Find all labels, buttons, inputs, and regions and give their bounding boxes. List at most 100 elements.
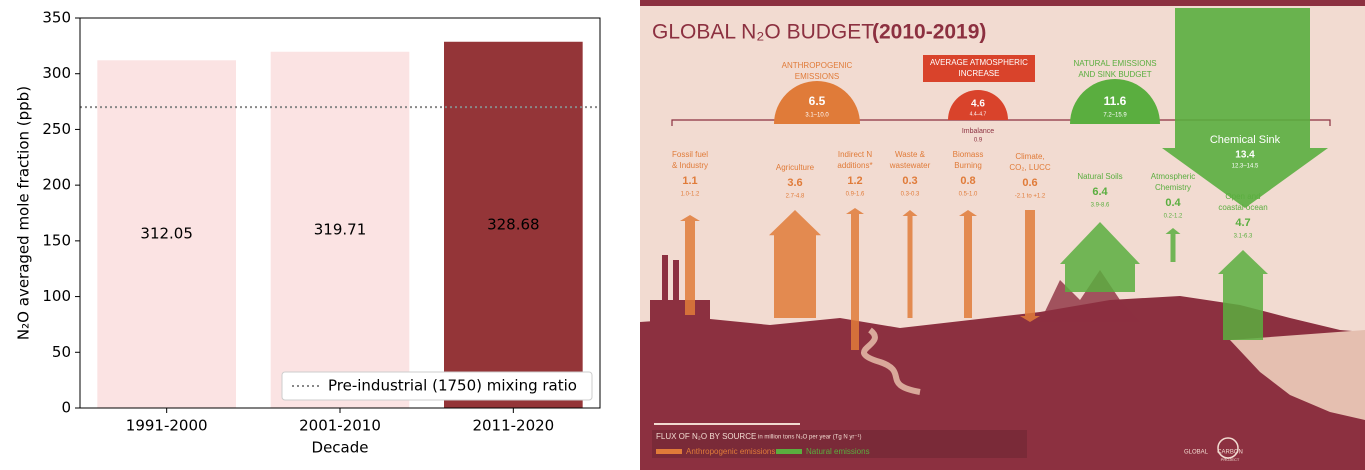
source-label: Natural Soils (1077, 172, 1122, 181)
y-tick-label: 250 (42, 120, 71, 138)
atmos-label: AVERAGE ATMOSPHERIC (930, 58, 1028, 67)
logo-text: GLOBAL (1184, 450, 1209, 456)
flux-arrow (959, 210, 977, 318)
dome-value: 11.6 (1104, 94, 1127, 108)
source-label: Climate, (1015, 152, 1044, 161)
fire (1040, 270, 1140, 322)
y-tick-label: 300 (42, 64, 71, 82)
info-period: (2010-2019) (872, 21, 986, 44)
bar (444, 41, 583, 409)
source-value: 1.2 (847, 175, 862, 187)
ocean (1230, 330, 1365, 420)
flux-arrow (1020, 210, 1040, 322)
source-value: 0.8 (960, 175, 975, 187)
chimney (662, 255, 668, 315)
y-tick-label: 100 (42, 287, 71, 305)
legend-swatch (656, 449, 682, 454)
source-label: Waste & (895, 150, 926, 159)
infographic: GLOBAL N₂O BUDGET(2010-2019) ANTHROPOGENI… (640, 0, 1365, 470)
source-range: 0.5-1.0 (959, 192, 978, 198)
source-range: 1.0-1.2 (681, 192, 700, 198)
info-title: GLOBAL N₂O BUDGET (652, 21, 874, 44)
atmos-box (923, 55, 1035, 82)
atmos-value: 4.6 (971, 99, 985, 110)
source-label: Atmospheric (1151, 172, 1195, 181)
source-label: Agriculture (776, 163, 815, 172)
y-tick-label: 150 (42, 231, 71, 249)
source-range: 0.9-1.6 (846, 192, 865, 198)
dome-value: 6.5 (809, 94, 826, 108)
bar-chart: N₂O averaged mole fraction (ppb) Decade … (15, 9, 601, 457)
y-tick-label: 0 (61, 399, 71, 417)
data-label: 328.68 (487, 215, 540, 233)
flux-arrow (902, 210, 918, 318)
source-range: 3.9-8.6 (1091, 203, 1110, 209)
flux-arrow (1218, 250, 1268, 340)
source-label: additions* (837, 161, 872, 170)
x-axis-label: Decade (312, 439, 369, 457)
legend-swatch (776, 449, 802, 454)
source-label: Fossil fuel (672, 150, 708, 159)
flux-arrow (846, 208, 864, 350)
chimney (673, 260, 679, 315)
sink-label: Chemical Sink (1210, 134, 1281, 146)
footer-units: in million tons N₂O per year (Tg N yr⁻¹) (758, 435, 862, 441)
source-value: 3.6 (787, 177, 802, 189)
y-axis-label: N₂O averaged mole fraction (ppb) (15, 86, 33, 340)
flux-arrow (680, 215, 700, 315)
bar (97, 60, 236, 409)
legend-label: Natural emissions (806, 447, 870, 456)
source-label: Biomass (953, 150, 984, 159)
source-value: 6.4 (1092, 186, 1108, 198)
logo-text: PROJECT (1221, 457, 1240, 462)
y-tick-label: 200 (42, 176, 71, 194)
atmos-label: INCREASE (959, 69, 1000, 78)
logo-ring (1217, 437, 1239, 459)
source-label: coastal ocean (1218, 203, 1267, 212)
frame (79, 17, 601, 409)
flux-arrow (1060, 222, 1140, 292)
legend-box (281, 371, 593, 401)
source-range: 0.2-1.2 (1164, 214, 1183, 220)
flux-arrow (1165, 228, 1181, 262)
data-label: 319.71 (314, 220, 367, 238)
sink-arrow (1162, 8, 1328, 208)
legend-label: Anthropogenic emissions (686, 447, 775, 456)
source-value: 4.7 (1235, 217, 1250, 229)
dome-range: 7.2–15.9 (1103, 113, 1127, 119)
dome-range: 3.1–10.0 (805, 113, 829, 119)
source-label: Chemistry (1155, 183, 1191, 192)
atmos-dome (948, 90, 1008, 120)
source-range: 3.1-6.3 (1234, 234, 1253, 240)
footer-band (652, 430, 1027, 458)
logo-text: CARBON (1217, 450, 1243, 456)
sink-range: 12.3–14.5 (1232, 164, 1259, 170)
footer-title: FLUX OF N₂O BY SOURCE (656, 432, 756, 441)
x-tick-label: 2001-2010 (299, 417, 381, 435)
source-value: 0.3 (902, 175, 917, 187)
imbalance-label: Imbalance (962, 128, 994, 135)
legend-label: Pre-industrial (1750) mixing ratio (328, 377, 577, 395)
source-range: 2.7-4.8 (786, 194, 805, 200)
river (861, 327, 921, 395)
y-tick-label: 50 (52, 343, 71, 361)
anthropogenic-dome (774, 81, 860, 124)
bar (270, 51, 410, 409)
top-band (640, 0, 1365, 6)
source-label: wastewater (889, 161, 931, 170)
dome-label: EMISSIONS (795, 72, 839, 81)
source-label: & Industry (672, 161, 708, 170)
ground (640, 296, 1365, 470)
source-range: 0.3-0.3 (901, 192, 920, 198)
y-tick-label: 350 (42, 9, 71, 27)
dome-label: ANTHROPOGENIC (782, 61, 853, 70)
flux-arrow (769, 210, 821, 318)
source-range: -2.1 to +1.2 (1015, 194, 1046, 200)
sink-value: 13.4 (1235, 150, 1255, 161)
source-label: Indirect N (838, 150, 872, 159)
source-value: 1.1 (682, 175, 697, 187)
source-value: 0.6 (1022, 177, 1037, 189)
dome-label: NATURAL EMISSIONS (1073, 59, 1156, 68)
source-label: Burning (954, 161, 982, 170)
